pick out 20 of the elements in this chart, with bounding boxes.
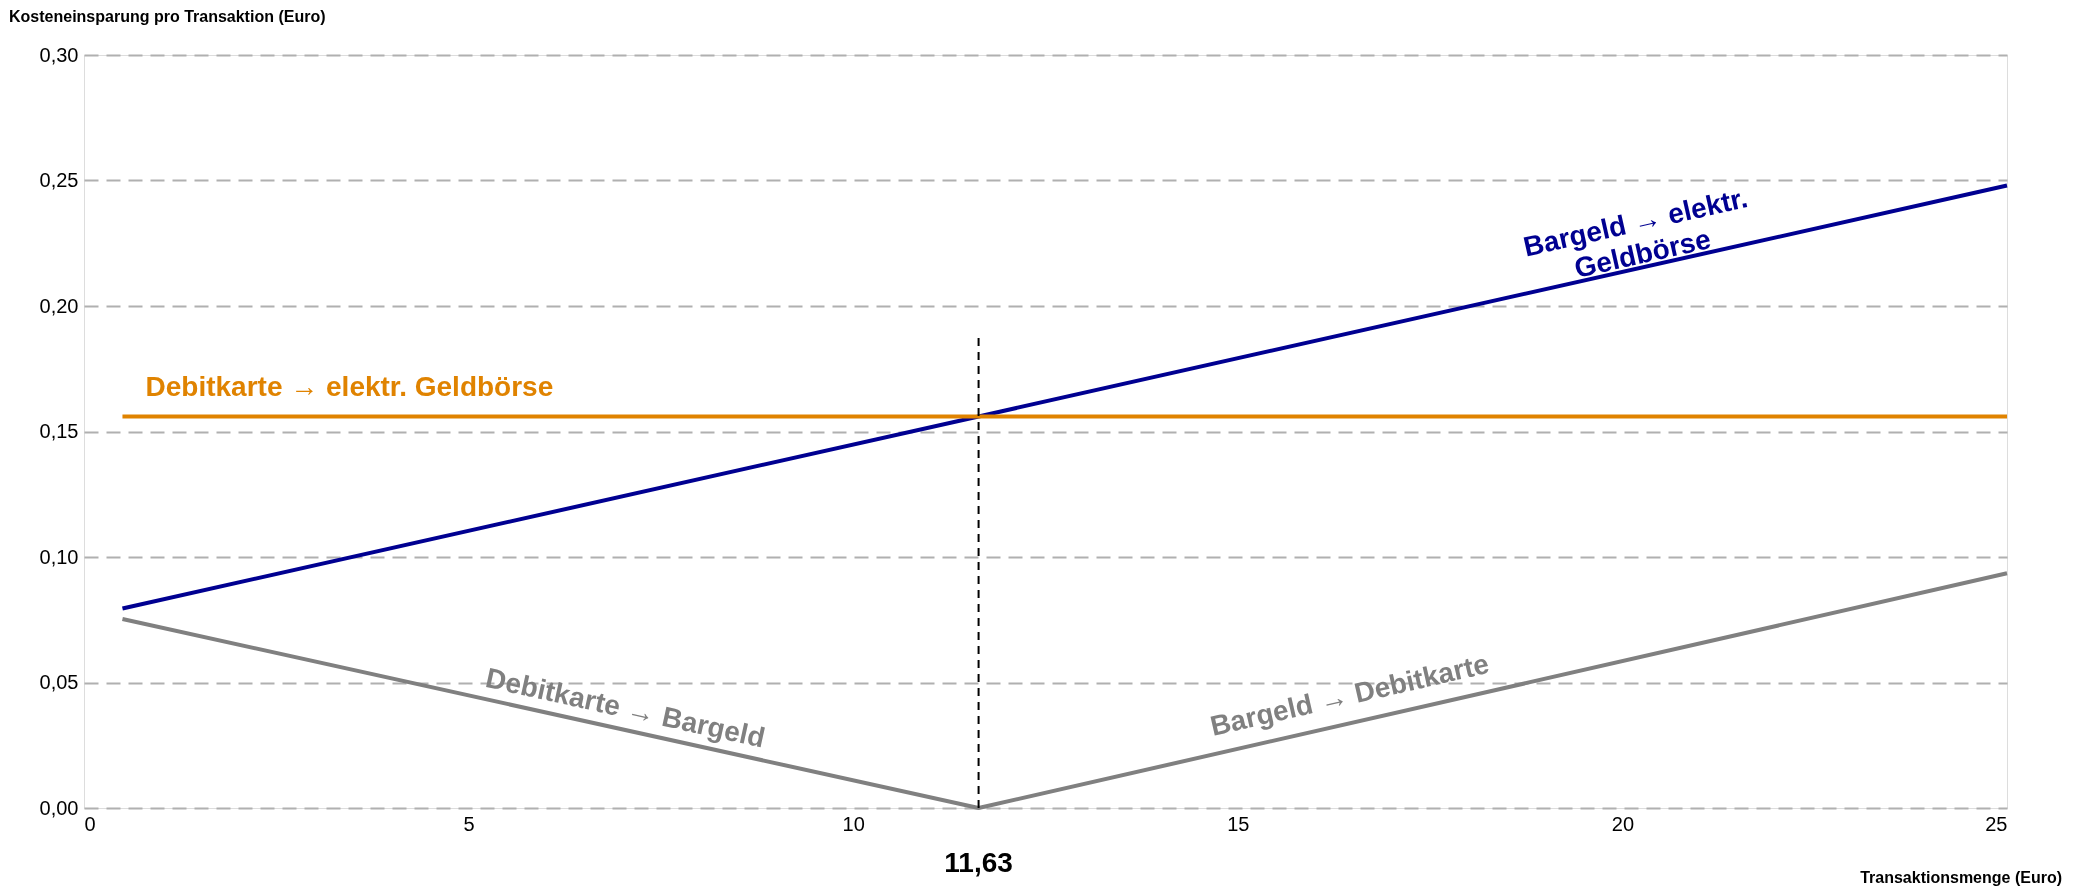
- y-axis-title: Kosteneinsparung pro Transaktion (Euro): [9, 8, 326, 25]
- x-tick-label: 0: [84, 812, 96, 835]
- y-tick-label: 0,10: [39, 545, 79, 568]
- x-axis-title: Transaktionsmenge (Euro): [1860, 869, 2062, 886]
- y-tick-label: 0,15: [39, 420, 79, 442]
- y-tick-label: 0,30: [39, 43, 79, 66]
- y-tick-label: 0,25: [39, 169, 79, 191]
- y-tick-label: 0,00: [39, 796, 79, 819]
- x-tick-label: 5: [463, 812, 475, 835]
- x-tick-label: 10: [842, 812, 865, 835]
- series-label: Debitkarte → elektr. Geldbörse: [145, 371, 554, 403]
- y-tick-label: 0,05: [39, 671, 79, 693]
- annotation: 11,63: [944, 847, 1013, 878]
- x-tick-label: 15: [1227, 812, 1250, 835]
- y-tick-label: 0,20: [39, 294, 79, 317]
- annotation: Debitkarte → Bargeld: [482, 662, 768, 754]
- annotation: Bargeld → Debitkarte: [1207, 648, 1492, 742]
- x-tick-label: 25: [1985, 812, 2008, 835]
- text: Bargeld → elektr. Geldbörse: [1520, 182, 1751, 284]
- x-tick-label: 20: [1611, 812, 1635, 835]
